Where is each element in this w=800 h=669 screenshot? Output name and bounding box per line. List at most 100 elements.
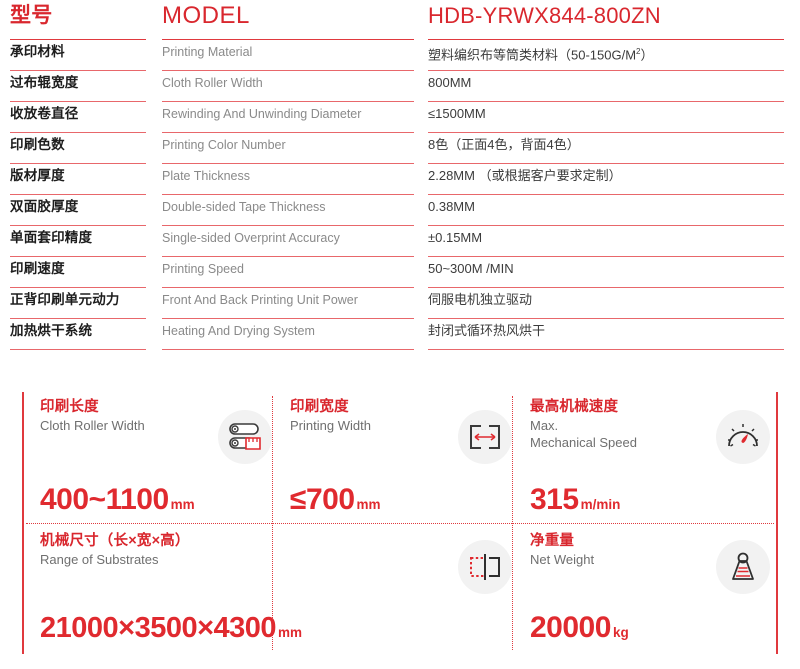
table-row: 单面套印精度 Single-sided Overprint Accuracy ±… xyxy=(0,226,800,257)
row-label-cn: 版材厚度 xyxy=(10,168,65,183)
row-value: 800MM xyxy=(428,75,472,90)
table-row: 印刷速度 Printing Speed 50~300M /MIN xyxy=(0,257,800,288)
card-value: 400~1100 mm xyxy=(40,483,195,516)
row-cell-value: ≤1500MM xyxy=(428,102,790,133)
table-row: 过布辊宽度 Cloth Roller Width 800MM xyxy=(0,71,800,102)
row-label-en: Printing Material xyxy=(162,45,253,59)
row-cell-value: 50~300M /MIN xyxy=(428,257,790,288)
superscript: 2 xyxy=(636,47,641,56)
highlight-card-print-length: 印刷长度 Cloth Roller Width 400~1100 mm xyxy=(40,398,274,524)
card-title-cn: 净重量 xyxy=(530,533,575,549)
row-label-en: Front And Back Printing Unit Power xyxy=(162,293,358,307)
row-label-cn: 双面胶厚度 xyxy=(10,199,79,214)
highlight-card-print-width: 印刷宽度 Printing Width ≤700 mm xyxy=(290,398,514,524)
table-header-row: 型号 MODEL HDB-YRWX844-800ZN xyxy=(0,0,800,40)
row-value: 8色（正面4色，背面4色） xyxy=(428,137,580,152)
row-label-en: Plate Thickness xyxy=(162,169,251,183)
card-value: 315 m/min xyxy=(530,483,621,516)
row-cell-cn: 单面套印精度 xyxy=(10,226,152,257)
row-label-cn: 承印材料 xyxy=(10,44,65,59)
row-cell-en: Double-sided Tape Thickness xyxy=(162,195,420,226)
card-value: 21000×3500×4300 mm xyxy=(40,612,303,644)
card-title-cn: 最高机械速度 xyxy=(530,399,619,415)
table-row: 正背印刷单元动力 Front And Back Printing Unit Po… xyxy=(0,288,800,319)
table-row: 印刷色数 Printing Color Number 8色（正面4色，背面4色） xyxy=(0,133,800,164)
table-row: 加热烘干系统 Heating And Drying System 封闭式循环热风… xyxy=(0,319,800,350)
row-cell-en: Plate Thickness xyxy=(162,164,420,195)
row-cell-cn: 正背印刷单元动力 xyxy=(10,288,152,319)
row-label-cn: 过布辊宽度 xyxy=(10,75,79,90)
card-title-cn: 印刷长度 xyxy=(40,399,99,415)
row-label-en: Rewinding And Unwinding Diameter xyxy=(162,107,362,121)
table-row: 承印材料 Printing Material 塑料编织布等筒类材料（50-150… xyxy=(0,40,800,71)
row-cell-value: 塑料编织布等筒类材料（50-150G/M2） xyxy=(428,40,790,71)
row-cell-en: Heating And Drying System xyxy=(162,319,420,350)
width-measure-icon xyxy=(458,410,512,464)
table-row: 收放卷直径 Rewinding And Unwinding Diameter ≤… xyxy=(0,102,800,133)
row-value: 伺服电机独立驱动 xyxy=(428,292,533,307)
row-value: ±0.15MM xyxy=(428,230,483,245)
specification-table: 型号 MODEL HDB-YRWX844-800ZN 承印材料 Printing… xyxy=(0,0,800,350)
card-unit: m/min xyxy=(580,497,621,512)
row-cell-en: Cloth Roller Width xyxy=(162,71,420,102)
speedometer-icon xyxy=(716,410,770,464)
header-cell-value: HDB-YRWX844-800ZN xyxy=(428,0,790,40)
card-title-en: Range of Substrates xyxy=(40,552,159,567)
card-unit: mm xyxy=(278,625,303,640)
row-cell-en: Front And Back Printing Unit Power xyxy=(162,288,420,319)
divider-horizontal-1 xyxy=(26,523,774,524)
row-cell-value: 伺服电机独立驱动 xyxy=(428,288,790,319)
roller-icon xyxy=(218,410,272,464)
row-cell-value: 2.28MM （或根据客户要求定制） xyxy=(428,164,790,195)
card-title-en: Printing Width xyxy=(290,418,371,433)
card-unit: mm xyxy=(356,497,381,512)
row-value: 50~300M /MIN xyxy=(428,261,514,276)
row-cell-en: Rewinding And Unwinding Diameter xyxy=(162,102,420,133)
row-value: 封闭式循环热风烘干 xyxy=(428,323,546,338)
row-label-cn: 加热烘干系统 xyxy=(10,323,93,338)
row-label-en: Single-sided Overprint Accuracy xyxy=(162,231,340,245)
row-cell-cn: 印刷速度 xyxy=(10,257,152,288)
card-title-en: Max. Mechanical Speed xyxy=(530,418,637,450)
row-label-en: Double-sided Tape Thickness xyxy=(162,200,326,214)
row-cell-cn: 承印材料 xyxy=(10,40,152,71)
row-label-cn: 单面套印精度 xyxy=(10,230,93,245)
highlight-card-net-weight: 净重量 Net Weight 20000 kg xyxy=(530,532,774,652)
card-value: ≤700 mm xyxy=(290,483,381,516)
card-title-en: Cloth Roller Width xyxy=(40,418,145,433)
card-title-cn: 印刷宽度 xyxy=(290,399,349,415)
card-unit: mm xyxy=(170,497,195,512)
row-cell-value: ±0.15MM xyxy=(428,226,790,257)
row-label-en: Cloth Roller Width xyxy=(162,76,263,90)
row-value: ≤1500MM xyxy=(428,106,486,121)
row-cell-cn: 印刷色数 xyxy=(10,133,152,164)
row-label-cn: 正背印刷单元动力 xyxy=(10,292,120,307)
header-label-en: MODEL xyxy=(162,2,250,29)
model-number: HDB-YRWX844-800ZN xyxy=(428,3,661,28)
row-cell-cn: 双面胶厚度 xyxy=(10,195,152,226)
panel-right-rail xyxy=(776,392,778,654)
highlight-card-max-speed: 最高机械速度 Max. Mechanical Speed 315 m/min xyxy=(530,398,774,524)
row-value: 0.38MM xyxy=(428,199,475,214)
row-label-en: Heating And Drying System xyxy=(162,324,315,338)
row-label-cn: 印刷速度 xyxy=(10,261,65,276)
row-label-cn: 印刷色数 xyxy=(10,137,65,152)
header-label-cn: 型号 xyxy=(10,4,53,27)
row-value: 塑料编织布等筒类材料（50-150G/M2） xyxy=(428,47,654,63)
row-cell-en: Single-sided Overprint Accuracy xyxy=(162,226,420,257)
header-cell-en: MODEL xyxy=(162,0,420,40)
highlights-panel: 印刷长度 Cloth Roller Width 400~1100 mm 印刷宽度 … xyxy=(22,392,778,654)
row-cell-value: 800MM xyxy=(428,71,790,102)
table-row: 双面胶厚度 Double-sided Tape Thickness 0.38MM xyxy=(0,195,800,226)
row-label-cn: 收放卷直径 xyxy=(10,106,79,121)
row-cell-value: 8色（正面4色，背面4色） xyxy=(428,133,790,164)
row-value: 2.28MM （或根据客户要求定制） xyxy=(428,168,622,183)
row-cell-cn: 加热烘干系统 xyxy=(10,319,152,350)
card-title-cn: 机械尺寸（长×宽×高） xyxy=(40,533,190,549)
row-cell-cn: 版材厚度 xyxy=(10,164,152,195)
row-cell-en: Printing Color Number xyxy=(162,133,420,164)
weight-icon xyxy=(716,540,770,594)
card-unit: kg xyxy=(612,625,629,640)
card-title-en: Net Weight xyxy=(530,552,595,567)
highlight-card-machine-dimensions: 机械尺寸（长×宽×高） Range of Substrates 21000×35… xyxy=(40,532,514,652)
